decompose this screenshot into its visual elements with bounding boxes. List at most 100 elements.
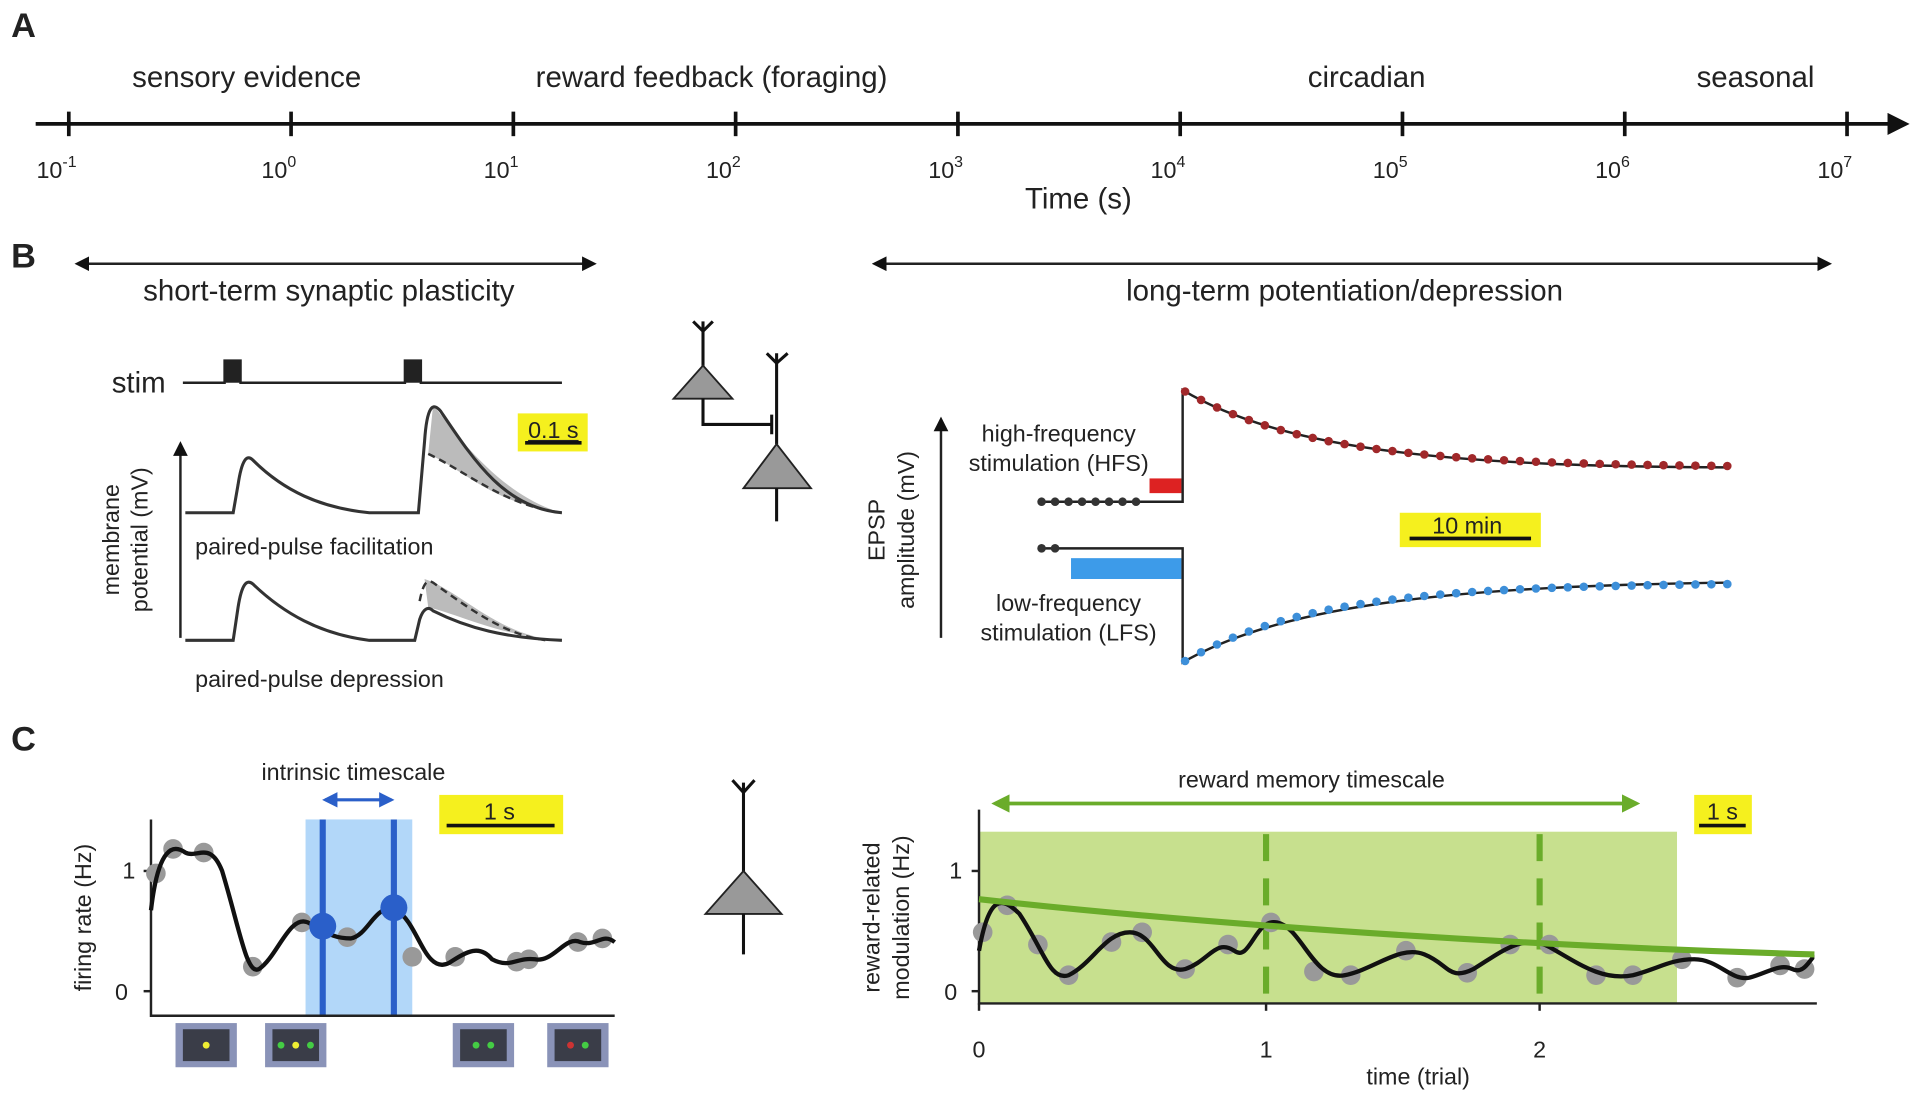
ltd-dot xyxy=(1643,580,1652,590)
panel-label: A xyxy=(11,7,36,45)
condition-label: paired-pulse depression xyxy=(195,666,444,692)
ltd-dot xyxy=(1404,593,1413,602)
ltp-dot xyxy=(1595,459,1605,469)
ltp-dot xyxy=(1340,439,1349,449)
ltp-dot xyxy=(1180,387,1190,396)
ltd-dot xyxy=(1531,584,1541,593)
ltp-dot xyxy=(1388,446,1397,456)
ltp-dot xyxy=(1292,429,1302,439)
neuron-icon xyxy=(701,320,714,333)
tick-label: 101 xyxy=(484,154,519,183)
tick-exponent: 0 xyxy=(287,154,296,171)
stimulus-dot xyxy=(581,1041,589,1049)
tick-exponent: -1 xyxy=(62,154,76,171)
ltd-dot xyxy=(1228,633,1238,642)
ltp-dot xyxy=(1723,461,1732,471)
scale-label: 10 min xyxy=(1432,513,1502,539)
y-label: amplitude (mV) xyxy=(893,451,919,609)
y-label: potential (mV) xyxy=(126,467,152,612)
tick-base: 10 xyxy=(928,157,954,183)
ltd-dot xyxy=(1547,583,1557,593)
hfs-label: stimulation (HFS) xyxy=(969,450,1149,476)
ltd-dot xyxy=(1356,599,1365,609)
ltd-dot xyxy=(1180,656,1190,666)
figure: 10-1 100 101 102 103 104 105 106 107 xyxy=(36,111,1852,183)
timescale-annotation: reward feedback (foraging) xyxy=(536,61,888,94)
ltp-dot xyxy=(1611,459,1620,469)
ltd-dot xyxy=(1483,586,1493,596)
tick-exponent: 5 xyxy=(1399,154,1408,171)
y-label: EPSP xyxy=(864,499,890,561)
tick-exponent: 1 xyxy=(510,154,519,171)
ltd-dot xyxy=(1244,627,1254,636)
ltp-dot xyxy=(1420,450,1429,459)
figure xyxy=(1037,387,1732,507)
tick-label: 106 xyxy=(1595,154,1630,183)
figure: sensory evidence reward feedback (foragin… xyxy=(132,61,1814,94)
panel-label: B xyxy=(11,237,36,275)
y-tick-label: 1 xyxy=(122,857,135,883)
ltp-dot xyxy=(1212,403,1222,412)
baseline-dot xyxy=(1077,497,1087,507)
neuron-icon xyxy=(671,320,813,522)
ltp-dot xyxy=(1659,460,1668,470)
neuron-icon xyxy=(692,320,705,333)
tick-base: 10 xyxy=(1817,157,1843,183)
ltd-dot xyxy=(1579,582,1589,592)
scale-box xyxy=(1694,794,1752,835)
memory-title: reward memory timescale xyxy=(1178,767,1445,793)
depression-trace xyxy=(185,580,562,642)
ltp-dot xyxy=(1467,454,1477,463)
tick-base: 10 xyxy=(261,157,287,183)
baseline-dot xyxy=(1050,497,1060,507)
scale-label: 0.1 s xyxy=(528,417,579,443)
tick-label: 104 xyxy=(1151,154,1186,183)
ltd-dot xyxy=(1707,579,1716,589)
tick-label: 10-1 xyxy=(36,154,76,183)
x-tick-label: 0 xyxy=(973,1036,986,1062)
ltd-dot xyxy=(1451,588,1461,598)
tick-exponent: 7 xyxy=(1843,154,1852,171)
neuron-icon xyxy=(741,442,813,490)
neuron-icon xyxy=(775,352,789,365)
x-tick-label: 2 xyxy=(1533,1036,1546,1062)
ltp-dot xyxy=(1435,451,1445,461)
tick-label: 107 xyxy=(1817,154,1852,183)
stim-pulse xyxy=(404,360,421,383)
timescale-annotation: circadian xyxy=(1308,61,1426,94)
sample-dot xyxy=(402,947,423,967)
figure xyxy=(175,1023,609,1068)
ltp-curve xyxy=(1041,387,1725,503)
ltd-dot xyxy=(1324,605,1333,615)
stimulus-dot xyxy=(292,1041,300,1049)
hfs-bar xyxy=(1149,478,1182,494)
neuron-icon xyxy=(703,779,784,955)
baseline-dot xyxy=(1104,497,1114,507)
baseline-dot xyxy=(1118,497,1127,507)
ltd-dot xyxy=(1563,582,1573,592)
ltp-dot xyxy=(1196,395,1206,405)
y-tick-label: 0 xyxy=(944,979,957,1005)
ltp-dot xyxy=(1276,425,1286,435)
ltp-dot xyxy=(1531,457,1541,467)
ltp-dot xyxy=(1404,448,1413,458)
baseline-dot xyxy=(1091,497,1100,507)
tick-base: 10 xyxy=(484,157,510,183)
ltp-dot xyxy=(1643,460,1652,470)
neuron-icon xyxy=(671,364,735,400)
scale-box xyxy=(1399,512,1541,548)
memory-band xyxy=(979,831,1678,1004)
panel-label: C xyxy=(11,721,36,759)
tick-exponent: 2 xyxy=(732,154,741,171)
y-tick-label: 1 xyxy=(949,857,962,883)
stimulus-dot xyxy=(487,1041,495,1049)
ltd-dot xyxy=(1340,602,1349,611)
stim-label: stim xyxy=(112,367,166,400)
range-title: long-term potentiation/depression xyxy=(1126,275,1563,308)
timescale-title: intrinsic timescale xyxy=(261,759,445,785)
y-label: reward-related xyxy=(859,842,885,992)
neuron-icon xyxy=(703,869,784,915)
ltp-dot xyxy=(1547,458,1557,467)
ltp-dot xyxy=(1627,460,1636,469)
